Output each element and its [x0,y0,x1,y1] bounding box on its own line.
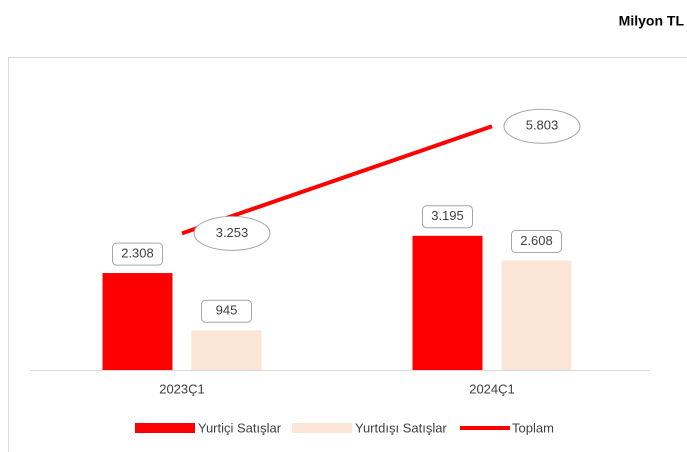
x-tick-label: 2023Ç1 [159,381,205,396]
data-label: 945 [216,303,238,318]
line [181,124,493,236]
data-label-box [193,215,271,251]
chart-frame [8,57,687,452]
x-tick-label: 2024Ç1 [469,381,515,396]
legend-swatch [292,423,352,433]
bar [102,273,173,370]
data-label-box [511,229,562,253]
legend-label: Yurtdışı Satışlar [355,420,447,435]
data-label: 5.803 [526,118,559,133]
data-label: 2.308 [121,246,154,261]
data-label-box [201,299,252,323]
chart-title: Milyon TL [619,13,685,29]
bar [412,235,483,370]
data-label-box [422,205,473,229]
legend-label: Yurtiçi Satışlar [198,420,282,435]
bar [191,330,262,370]
data-label: 2.608 [520,233,553,248]
bar [501,260,572,370]
legend-label: Toplam [512,420,554,435]
data-label: 3.253 [216,225,249,240]
data-label-box [503,108,581,144]
data-label: 3.195 [431,208,464,223]
data-label-box [112,242,163,266]
legend-swatch [135,423,195,433]
